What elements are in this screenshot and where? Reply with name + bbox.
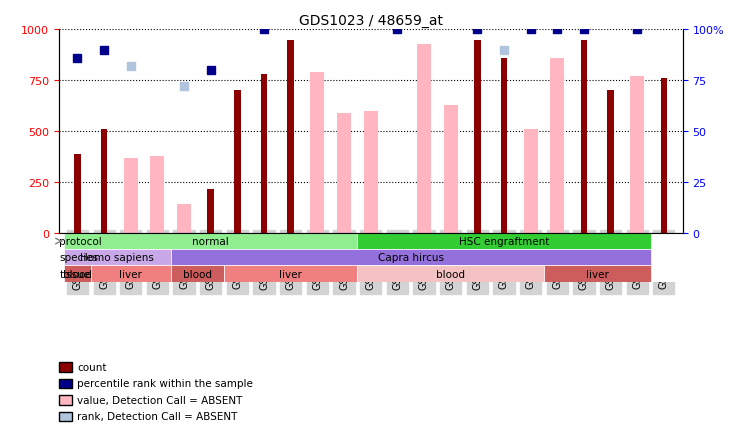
- FancyBboxPatch shape: [64, 233, 357, 250]
- Bar: [581, 40, 587, 233]
- Title: GDS1023 / 48659_at: GDS1023 / 48659_at: [299, 14, 443, 28]
- Text: normal: normal: [192, 237, 229, 247]
- Text: count: count: [77, 362, 106, 372]
- Text: Capra hircus: Capra hircus: [378, 253, 443, 263]
- Bar: [474, 40, 481, 233]
- Text: rank, Detection Call = ABSENT: rank, Detection Call = ABSENT: [77, 411, 237, 421]
- Bar: [607, 91, 614, 233]
- Bar: [631, 77, 644, 233]
- Bar: [124, 158, 138, 233]
- Bar: [150, 156, 164, 233]
- Text: blood: blood: [63, 269, 92, 279]
- Text: percentile rank within the sample: percentile rank within the sample: [77, 378, 253, 388]
- Bar: [523, 130, 537, 233]
- Text: value, Detection Call = ABSENT: value, Detection Call = ABSENT: [77, 395, 242, 404]
- Bar: [417, 45, 431, 233]
- Text: tissue: tissue: [59, 269, 90, 279]
- Bar: [234, 91, 241, 233]
- FancyBboxPatch shape: [171, 266, 224, 282]
- Text: blood: blood: [436, 269, 465, 279]
- Text: liver: liver: [586, 269, 608, 279]
- Bar: [550, 59, 564, 233]
- Bar: [363, 112, 378, 233]
- Text: species: species: [59, 253, 98, 263]
- Text: HSC engraftment: HSC engraftment: [459, 237, 549, 247]
- Text: Homo sapiens: Homo sapiens: [81, 253, 154, 263]
- Bar: [177, 205, 191, 233]
- Text: blood: blood: [183, 269, 212, 279]
- Bar: [661, 79, 667, 233]
- Bar: [208, 190, 214, 233]
- FancyBboxPatch shape: [224, 266, 357, 282]
- FancyBboxPatch shape: [544, 266, 650, 282]
- FancyBboxPatch shape: [64, 250, 171, 266]
- FancyBboxPatch shape: [91, 266, 171, 282]
- Bar: [443, 105, 458, 233]
- FancyBboxPatch shape: [357, 233, 650, 250]
- Bar: [101, 130, 107, 233]
- FancyBboxPatch shape: [171, 250, 650, 266]
- Text: liver: liver: [119, 269, 142, 279]
- Bar: [501, 59, 507, 233]
- Bar: [261, 75, 267, 233]
- Text: protocol: protocol: [59, 237, 102, 247]
- FancyBboxPatch shape: [357, 266, 544, 282]
- Bar: [288, 40, 294, 233]
- FancyBboxPatch shape: [64, 266, 91, 282]
- Text: liver: liver: [279, 269, 302, 279]
- Bar: [74, 154, 81, 233]
- Bar: [310, 73, 324, 233]
- Bar: [337, 114, 351, 233]
